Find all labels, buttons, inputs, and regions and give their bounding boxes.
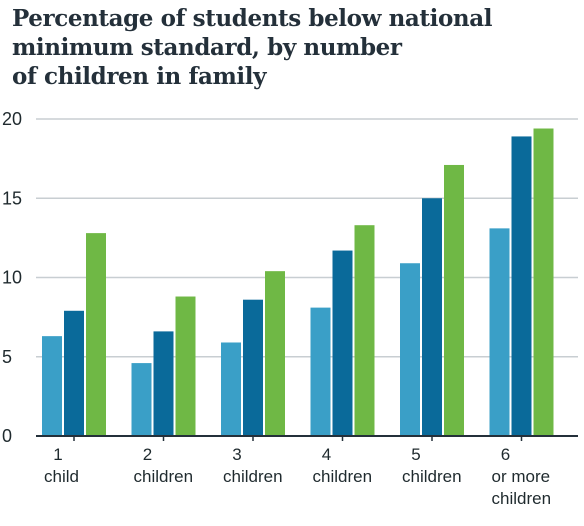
x-tick-label: children <box>134 467 194 486</box>
x-tick-label: or more <box>492 467 551 486</box>
bar <box>175 296 196 436</box>
bar <box>400 263 420 436</box>
bar <box>131 363 152 436</box>
bar <box>310 307 331 436</box>
y-tick-label: 15 <box>2 188 22 208</box>
chart-title-line-2: minimum standard, by number <box>12 34 402 61</box>
bar <box>243 299 263 436</box>
bar <box>489 228 510 436</box>
bar <box>332 250 353 436</box>
bar <box>444 164 464 436</box>
bar <box>265 271 285 436</box>
x-tick-label: children <box>492 489 552 508</box>
bar <box>511 136 532 436</box>
x-tick-label: 1 <box>53 445 62 464</box>
bar <box>42 336 62 436</box>
x-tick-label: 3 <box>232 445 241 464</box>
x-tick-label: 4 <box>322 445 331 464</box>
bar <box>86 233 106 436</box>
bar <box>422 198 442 436</box>
y-tick-label: 5 <box>2 347 12 367</box>
chart-title-line-1: Percentage of students below national <box>12 5 493 32</box>
bar <box>354 225 375 436</box>
y-tick-label: 10 <box>2 268 22 288</box>
x-tick-label: 2 <box>143 445 152 464</box>
chart-title: Percentage of students below national mi… <box>12 4 572 91</box>
bar <box>221 342 241 436</box>
bar <box>64 310 84 436</box>
x-tick-label: children <box>402 467 462 486</box>
x-tick-label: children <box>313 467 373 486</box>
x-tick-label: 5 <box>411 445 420 464</box>
bar <box>533 128 554 436</box>
y-tick-label: 0 <box>2 426 12 446</box>
chart-title-line-3: of children in family <box>12 63 267 90</box>
bar <box>153 331 174 436</box>
x-tick-label: child <box>44 467 79 486</box>
y-tick-label: 20 <box>2 109 22 129</box>
x-tick-label: children <box>223 467 283 486</box>
x-tick-label: 6 <box>501 445 510 464</box>
